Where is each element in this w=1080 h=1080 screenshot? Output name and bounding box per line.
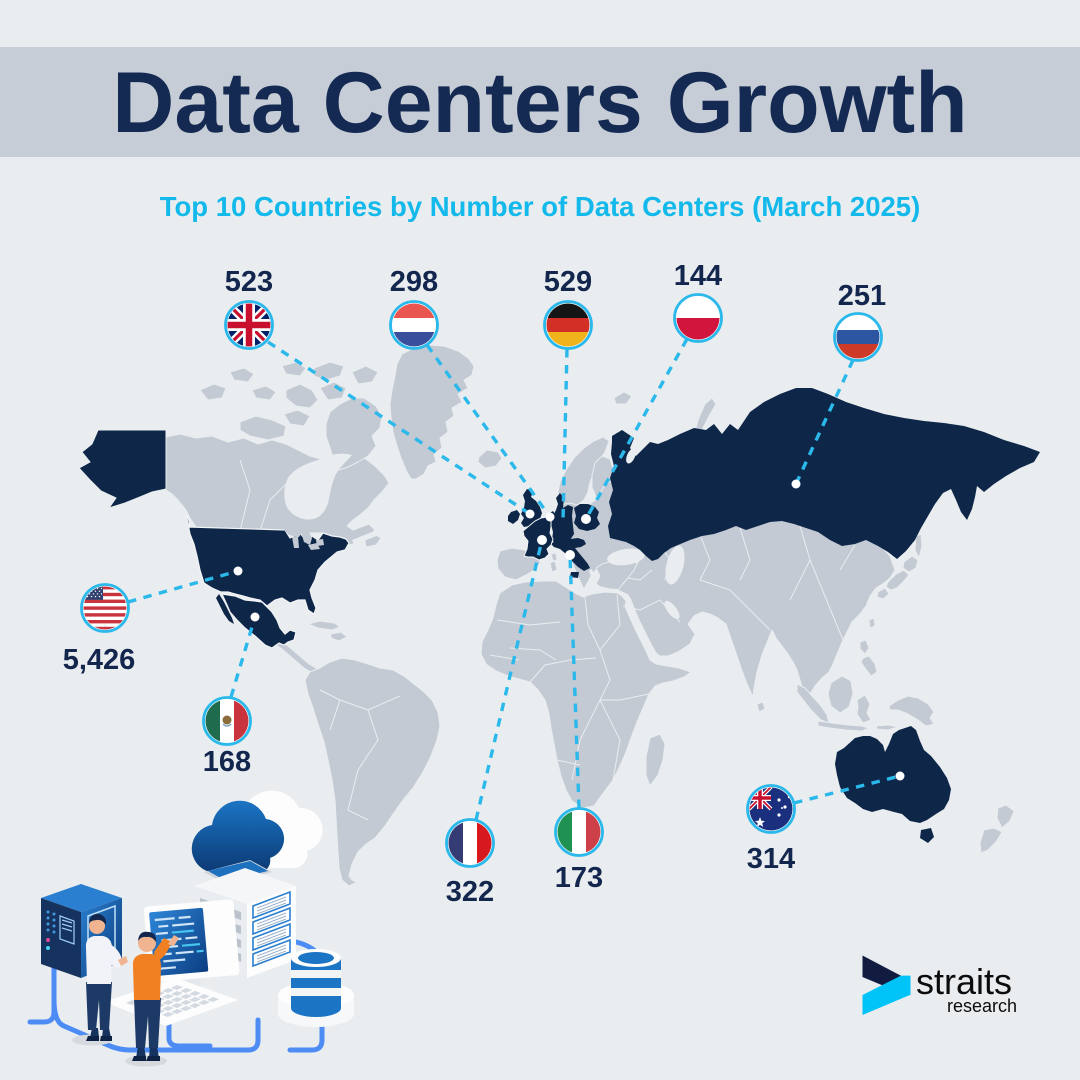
- svg-text:529: 529: [544, 266, 592, 298]
- svg-text:298: 298: [390, 266, 438, 298]
- svg-text:173: 173: [555, 862, 603, 894]
- svg-text:research: research: [947, 996, 1017, 1016]
- svg-text:168: 168: [203, 746, 251, 778]
- svg-text:523: 523: [225, 266, 273, 298]
- svg-text:Top 10 Countries by Number of: Top 10 Countries by Number of Data Cente…: [160, 191, 921, 222]
- svg-text:251: 251: [838, 280, 886, 312]
- svg-text:Data Centers Growth: Data Centers Growth: [112, 55, 967, 151]
- svg-text:5,426: 5,426: [63, 644, 136, 676]
- svg-text:straits: straits: [916, 961, 1012, 1002]
- svg-text:144: 144: [674, 260, 722, 292]
- svg-text:314: 314: [747, 843, 795, 875]
- svg-text:322: 322: [446, 876, 494, 908]
